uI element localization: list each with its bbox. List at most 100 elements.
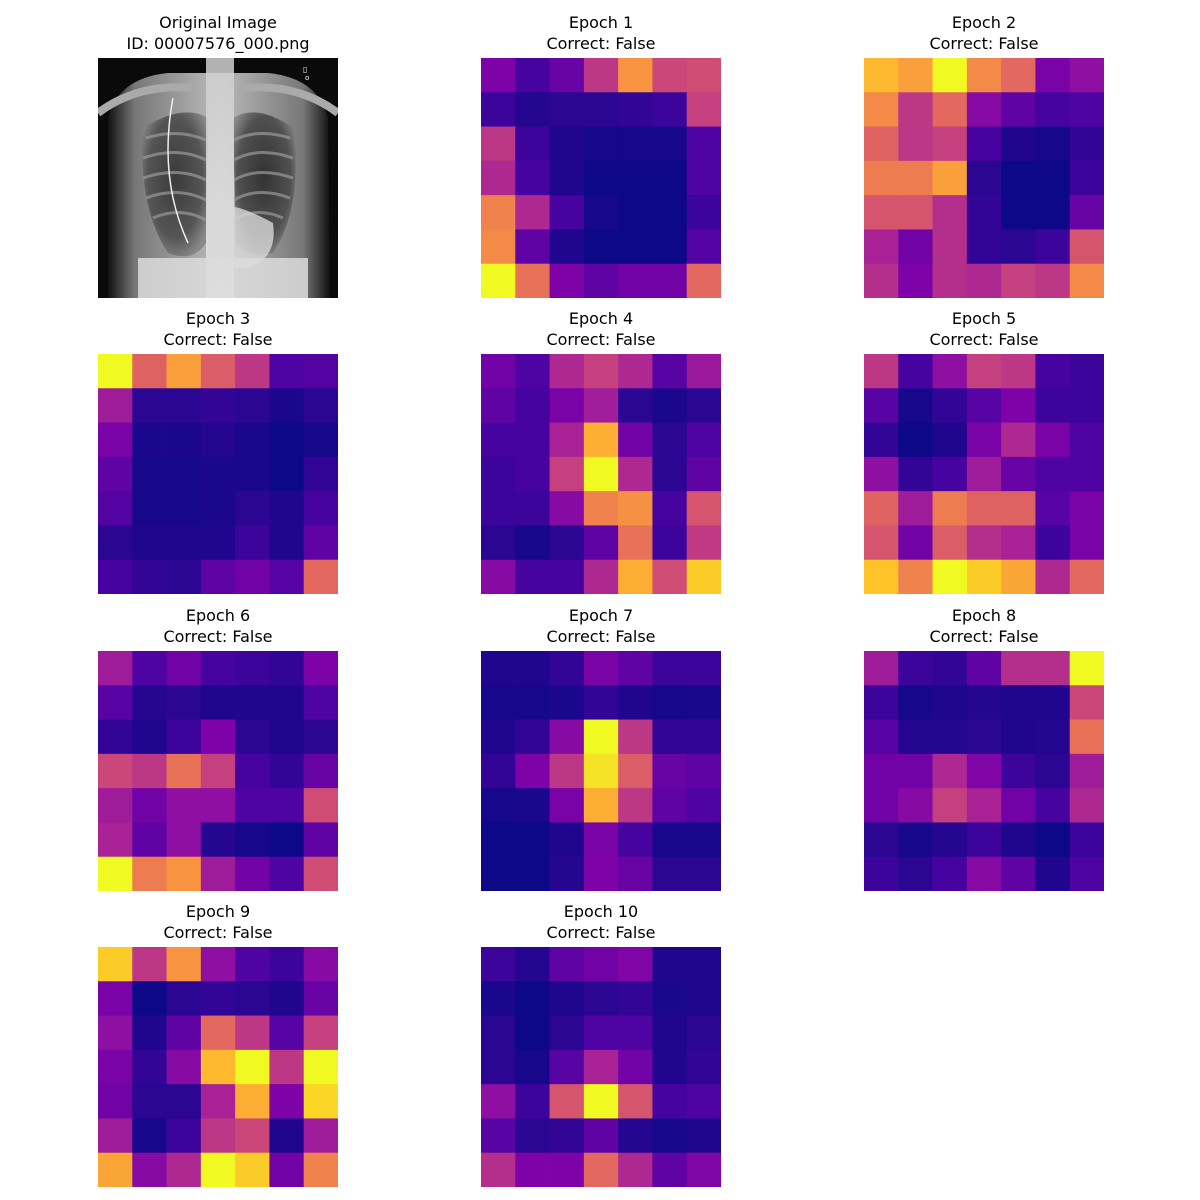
heatmap-cell [898,788,933,823]
heatmap-cell [132,788,167,823]
heatmap-cell [932,422,968,458]
heatmap-cell [1001,354,1036,389]
heatmap-cell [1035,126,1071,162]
heatmap-cell [583,1152,619,1187]
heatmap-cell [515,388,550,423]
epoch-title: Epoch 1 Correct: False [441,12,761,54]
heatmap-cell [618,1084,653,1119]
heatmap-cell [1001,388,1036,423]
heatmap-cell [200,422,236,458]
heatmap-cell [166,788,202,823]
heatmap-cell [515,58,550,93]
heatmap-cell [686,160,721,196]
heatmap-cell [98,1049,133,1085]
heatmap-cell [686,1049,721,1085]
heatmap-cell [481,160,516,196]
original-title-line1: Original Image [159,13,277,32]
epoch-title-line: Epoch 8 [951,606,1017,625]
heatmap-cell [235,981,270,1016]
heatmap-cell [652,456,688,492]
epoch-correct-line: Correct: False [163,923,273,942]
epoch-correct-line: Correct: False [163,330,273,349]
heatmap-cell [1001,525,1036,561]
heatmap-cell [652,981,688,1016]
heatmap-cell [652,422,688,458]
heatmap-cell [618,229,653,265]
heatmap-cell [481,1152,516,1187]
heatmap-cell [481,1015,516,1051]
heatmap-cell [303,822,338,858]
heatmap-cell [652,1049,688,1085]
heatmap-cell [1001,719,1036,755]
heatmap-cell [686,788,721,823]
heatmap-cell [1001,229,1036,265]
heatmap-cell [303,388,338,423]
heatmap-cell [549,719,585,755]
heatmap-cell [200,822,236,858]
heatmap-cell [583,229,619,265]
heatmap-cell [200,525,236,561]
heatmap-cell [864,195,899,230]
heatmap-cell [1069,491,1104,526]
heatmap-cell [269,822,305,858]
heatmap-cell [549,753,585,789]
heatmap-cell [652,195,688,230]
heatmap-cell [583,58,619,93]
heatmap-cell [549,92,585,127]
heatmap-cell [583,788,619,823]
heatmap-cell [549,1084,585,1119]
heatmap-cell [1069,160,1104,196]
heatmap-cell [966,559,1002,594]
heatmap-cell [1001,160,1036,196]
heatmap-cell [864,58,899,93]
svg-text:▯: ▯ [303,65,307,74]
heatmap-cell [549,559,585,594]
heatmap-cell [898,525,933,561]
heatmap-cell [1001,491,1036,526]
heatmap-cell [132,685,167,720]
heatmap-cell [481,456,516,492]
heatmap-cell [132,1118,167,1154]
heatmap-cell [1035,856,1071,891]
heatmap-cell [1001,263,1036,298]
heatmap-cell [549,160,585,196]
epoch-title: Epoch 9 Correct: False [58,901,378,943]
epoch-title-line: Epoch 6 [185,606,251,625]
heatmap-cell [200,1084,236,1119]
heatmap-cell [583,1118,619,1154]
heatmap-cell [481,559,516,594]
heatmap-cell [269,685,305,720]
heatmap-cell [583,719,619,755]
heatmap-cell [898,422,933,458]
heatmap-cell [1001,195,1036,230]
heatmap-cell [932,126,968,162]
heatmap-cell [269,1118,305,1154]
heatmap-cell [132,753,167,789]
heatmap-cell [303,947,338,982]
heatmap-cell [200,354,236,389]
heatmap-cell [515,422,550,458]
epoch-title: Epoch 3 Correct: False [58,308,378,350]
heatmap-cell [303,491,338,526]
heatmap-cell [932,525,968,561]
heatmap-cell [166,1084,202,1119]
heatmap-cell [515,1152,550,1187]
heatmap-cell [235,856,270,891]
epoch-title: Epoch 6 Correct: False [58,605,378,647]
heatmap-cell [132,822,167,858]
heatmap-cell [1069,195,1104,230]
heatmap-cell [618,753,653,789]
heatmap-cell [652,525,688,561]
heatmap-cell [966,753,1002,789]
heatmap-cell [966,388,1002,423]
heatmap-cell [481,92,516,127]
heatmap-cell [98,822,133,858]
heatmap-cell [1035,651,1071,686]
heatmap-cell [549,422,585,458]
epoch-title-line: Epoch 1 [568,13,634,32]
heatmap-cell [200,685,236,720]
original-title-line2: ID: 00007576_000.png [126,34,310,53]
heatmap-cell [618,822,653,858]
heatmap-cell [583,685,619,720]
heatmap-cell [898,229,933,265]
